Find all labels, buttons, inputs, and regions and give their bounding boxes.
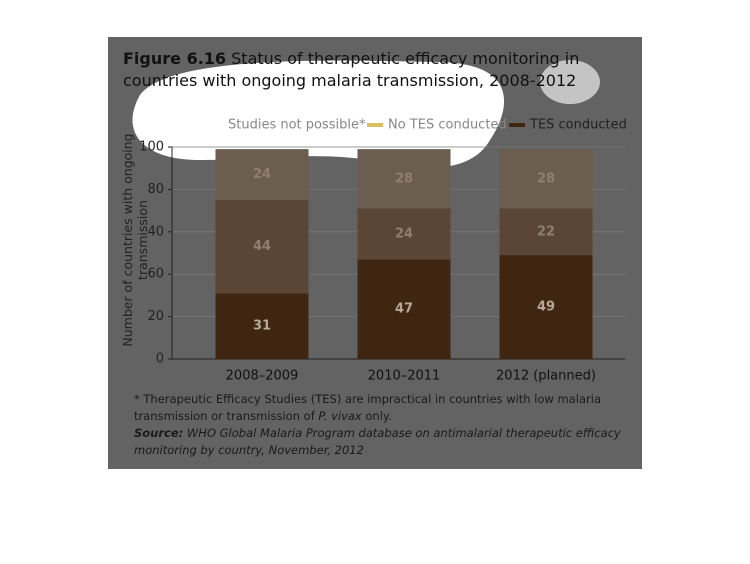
bar-segment: [499, 149, 593, 209]
legend-swatch: [367, 123, 383, 127]
x-tick-label: 2010–2011: [368, 369, 441, 384]
y-tick-label: 20: [147, 309, 164, 324]
note: * Therapeutic Efficacy Studies (TES) are…: [134, 392, 601, 423]
bar-segment: [215, 149, 309, 200]
data-label: 24: [253, 167, 271, 182]
blob: [540, 60, 600, 104]
data-label: 44: [253, 239, 271, 254]
data-label: 28: [537, 171, 555, 186]
bar-segment: [357, 149, 451, 209]
legend-swatch: [509, 123, 525, 127]
blob: [132, 60, 505, 168]
x-tick-label: 2008–2009: [226, 369, 299, 384]
data-label: 28: [395, 171, 413, 186]
title-text: Status of therapeutic efficacy monitorin…: [123, 49, 580, 90]
y-tick-label: 40: [147, 224, 164, 239]
bar-segment: [499, 255, 593, 359]
source-label: Source:: [134, 426, 184, 440]
data-label: 49: [537, 300, 555, 315]
footnote: * Therapeutic Efficacy Studies (TES) are…: [134, 391, 629, 459]
y-tick-label: 60: [147, 267, 164, 282]
plot: 0 20 60 40 80 100 2008–2009 31 44 24 2010–2011 47 24…: [139, 118, 627, 384]
y-tick-label: 0: [156, 352, 164, 367]
data-label: 22: [537, 224, 555, 239]
note: only.: [361, 409, 392, 423]
y-tick-label: 100: [139, 140, 164, 155]
note: P. vivax: [318, 409, 362, 423]
data-label: 31: [253, 319, 271, 334]
data-label: 47: [395, 302, 413, 317]
y-tick-label: 80: [147, 182, 164, 197]
bar-segment: [357, 208, 451, 260]
data-label: 24: [395, 226, 413, 241]
bar-segment: [215, 200, 309, 294]
bar-segment: [499, 208, 593, 256]
bar-segment: [215, 293, 309, 359]
title: Figure 6.16 Status of therapeutic effica…: [123, 48, 638, 92]
bar-segment: [357, 259, 451, 359]
source: WHO Global Malaria Program database on a…: [134, 426, 621, 457]
legend-label: No TES conducted: [388, 118, 507, 133]
legend-label: Studies not possible*: [228, 118, 366, 133]
x-tick-label: 2012 (planned): [496, 369, 596, 384]
y-axis-label: Number of countries with ongoing transmi…: [120, 133, 150, 347]
legend-label: TES conducted: [529, 118, 627, 133]
title-label: Figure 6.16: [123, 49, 227, 68]
